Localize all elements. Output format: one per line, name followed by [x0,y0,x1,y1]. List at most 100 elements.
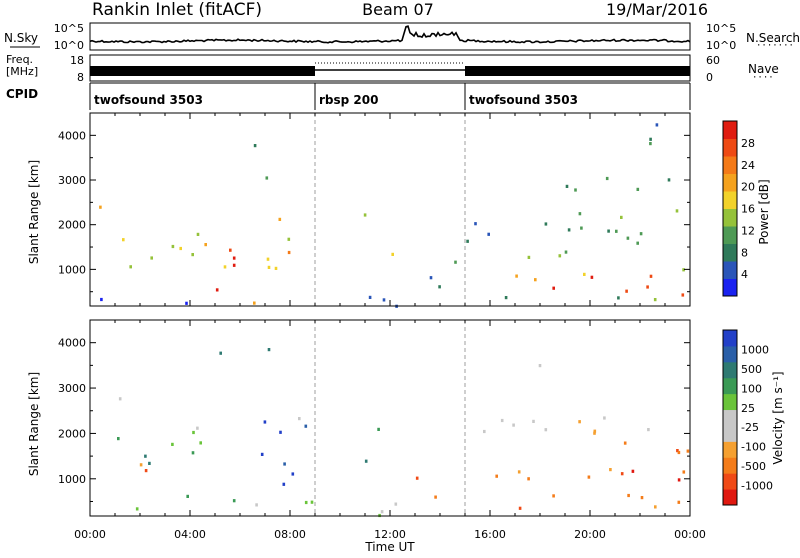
y-tick-label: 3000 [58,174,86,187]
freq-trace [90,62,690,76]
beam-label: Beam 07 [362,0,434,19]
heatmap-cell [667,178,671,182]
nave-label: Nave [748,62,779,76]
colorbar-tick-label: 1000 [741,343,769,356]
colorbar-swatch [723,377,737,395]
heatmap-cell [590,275,594,279]
heatmap-cell [474,222,477,226]
heatmap-cell [229,248,232,252]
heatmap-cell [287,250,291,255]
colorbar-swatch [723,121,737,139]
colorbar-tick-label: -25 [741,421,759,434]
heatmap-cell [681,293,685,297]
colorbar-swatch [723,278,737,297]
heatmap-cell [500,418,504,423]
noise-panel: N.Sky 10^5 10^0 10^5 10^0 N.Search ·····… [4,22,800,52]
heatmap-cell [215,288,219,292]
freq-tick-top: 18 [70,54,84,67]
colorbar-tick-label: 4 [741,268,748,281]
heatmap-cell [544,222,548,226]
heatmap-cell [676,449,679,453]
heatmap-cell [574,188,577,192]
heatmap-cell [192,430,195,435]
freq-label: Freq. [6,53,33,66]
heatmap-cell [649,142,652,146]
freq-band-1 [90,66,315,76]
heatmap-cell [204,243,207,247]
heatmap-cell [636,241,639,245]
heatmap-cell [253,144,257,148]
heatmap-cell [578,212,582,216]
cpid-segment-label: twofsound 3503 [94,93,203,107]
y-tick-label: 4000 [58,337,86,350]
velocity-colorbar-label: Velocity [m s⁻¹] [771,371,785,464]
heatmap-cell [564,250,568,254]
noise-sky-line [89,25,691,44]
colorbar-swatch [723,330,737,347]
power-colorbar: 4 8 12 16 20 24 28 [722,120,755,297]
colorbar-tick-label: -500 [741,460,766,473]
time-axis-label: Time UT [364,540,415,554]
colorbar-tick-label: 500 [741,363,762,376]
heatmap-cell [682,470,686,474]
nsky-label: N.Sky [4,31,38,45]
heatmap-cell [583,272,586,276]
cpid-label: CPID [6,87,38,101]
heatmap-cell [368,295,372,299]
colorbar-swatch [723,156,737,174]
cpid-panel: CPID twofsound 3503 rbsp 200 twofsound 350… [6,82,691,110]
colorbar-tick-label: 16 [741,203,755,216]
heatmap-cell [179,246,182,251]
heatmap-cell [129,265,132,269]
heatmap-cell [279,430,282,434]
heatmap-cell [534,278,537,282]
heatmap-cell [310,500,314,504]
heatmap-cell [580,226,583,230]
heatmap-cell [253,301,256,305]
cpid-segment-label: twofsound 3503 [469,93,578,107]
heatmap-cell [565,184,569,188]
colorbar-tick-label: 24 [741,159,755,172]
heatmap-cell [223,265,227,269]
y-tick-label: 4000 [58,129,86,142]
heatmap-cell [527,477,530,481]
heatmap-cell [99,205,102,209]
heatmap-cell [677,450,681,455]
heatmap-cell [144,469,148,473]
heatmap-cell [434,495,437,499]
y-tick-label: 2000 [58,427,86,440]
heatmap-cell [391,252,394,256]
heatmap-cell [287,237,291,241]
freq-tick-bottom: 8 [77,71,84,84]
heatmap-cell [263,420,267,424]
colorbar-tick-label: 8 [741,246,748,259]
heatmap-cell [267,265,271,269]
y-tick-label: 1000 [58,473,86,486]
heatmap-cell [298,417,301,421]
power-axes: 1000 2000 3000 4000 [58,112,691,307]
heatmap-cell [518,506,522,510]
colorbar-swatch [723,393,737,411]
heatmap-cell [191,451,195,455]
noise-right-tick-bottom: 10^0 [706,39,736,52]
heatmap-cell [260,452,264,456]
colorbar-swatch [723,489,737,506]
heatmap-cell [304,424,308,428]
colorbar-swatch [723,173,737,192]
heatmap-cell [682,268,685,272]
x-tick-label: 20:00 [574,528,606,541]
heatmap-cell [654,505,657,509]
cpid-segments: twofsound 3503 rbsp 200 twofsound 3503 [89,82,691,110]
heatmap-cell [377,427,380,431]
heatmap-cell [394,502,398,506]
heatmap-cell [495,474,498,478]
x-tick-label: 00:00 [74,528,106,541]
heatmap-cell [219,351,222,355]
y-tick-label: 2000 [58,219,86,232]
heatmap-cell [171,442,174,446]
heatmap-cell [646,285,649,289]
heatmap-cell [415,476,419,480]
heatmap-cell [255,503,258,507]
heatmap-cell [620,215,623,219]
